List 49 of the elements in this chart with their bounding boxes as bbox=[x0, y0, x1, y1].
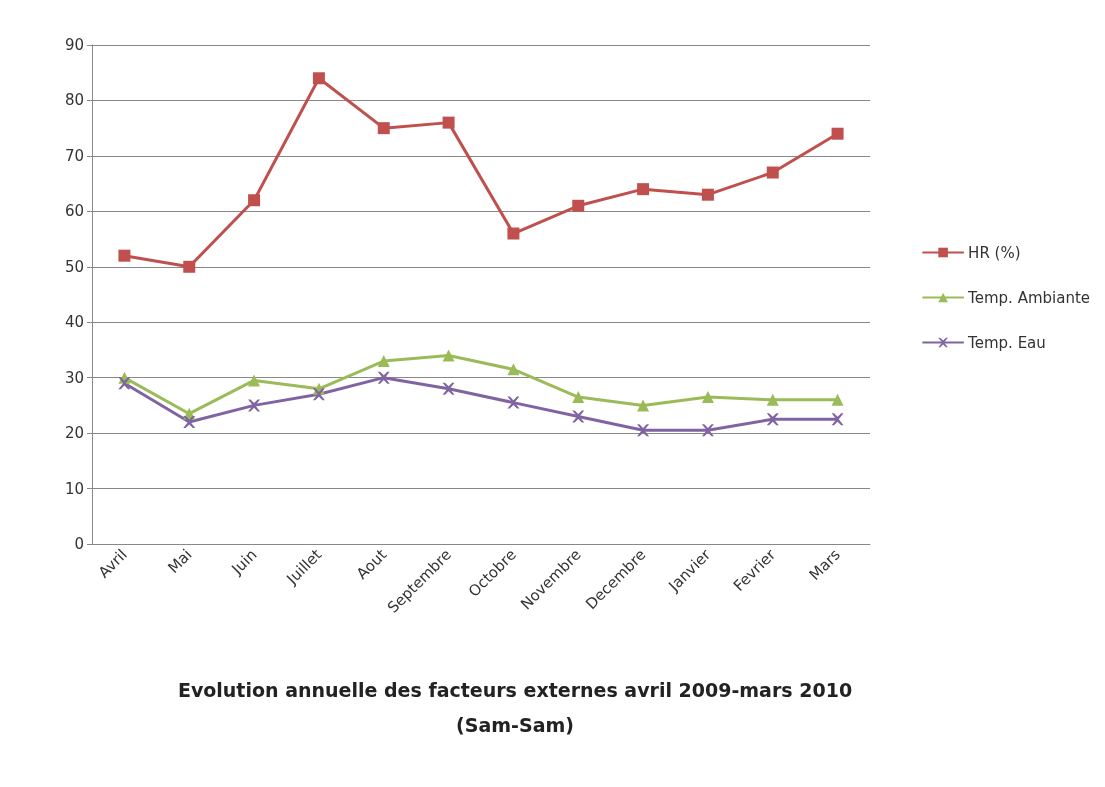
point bbox=[701, 424, 714, 437]
legend-label: HR (%) bbox=[968, 243, 1021, 262]
point bbox=[831, 413, 844, 426]
point bbox=[312, 388, 325, 401]
point bbox=[637, 399, 650, 412]
point bbox=[507, 396, 520, 409]
point bbox=[572, 199, 585, 212]
point bbox=[248, 399, 261, 412]
point bbox=[442, 382, 455, 395]
point bbox=[572, 410, 585, 423]
y-tick-label: 90 bbox=[64, 36, 84, 54]
point bbox=[831, 393, 844, 406]
point bbox=[183, 260, 196, 273]
point bbox=[183, 416, 196, 429]
point bbox=[637, 424, 650, 437]
point bbox=[248, 374, 261, 387]
y-tick-label: 70 bbox=[64, 146, 84, 165]
point bbox=[442, 116, 455, 129]
point bbox=[766, 393, 779, 406]
point bbox=[766, 413, 779, 426]
point bbox=[507, 227, 520, 240]
point bbox=[701, 391, 714, 404]
point bbox=[572, 391, 585, 404]
x-tick-label: Mai bbox=[164, 545, 196, 577]
point bbox=[507, 363, 520, 376]
legend-label: Temp. Ambiante bbox=[967, 288, 1091, 307]
point bbox=[312, 72, 325, 85]
point bbox=[637, 183, 650, 196]
point bbox=[701, 188, 714, 201]
point bbox=[248, 194, 261, 207]
y-tick-label: 30 bbox=[64, 368, 84, 387]
text: (Sam-Sam) bbox=[456, 713, 574, 736]
point bbox=[377, 122, 390, 135]
point bbox=[766, 166, 779, 179]
y-tick-label: 0 bbox=[74, 535, 84, 553]
y-tick-label: 60 bbox=[64, 202, 84, 221]
point bbox=[118, 377, 131, 390]
point bbox=[831, 127, 844, 140]
legend-label: Temp. Eau bbox=[967, 333, 1046, 352]
y-tick-label: 80 bbox=[64, 91, 84, 110]
point bbox=[377, 355, 390, 368]
point bbox=[118, 249, 131, 262]
point bbox=[377, 371, 390, 384]
y-tick-label: 10 bbox=[64, 479, 84, 498]
y-tick-label: 40 bbox=[64, 313, 84, 332]
y-tick-label: 20 bbox=[64, 424, 84, 443]
text: Evolution annuelle des facteurs externes avril 2009-mars 2010 bbox=[177, 678, 853, 701]
point bbox=[442, 349, 455, 362]
y-tick-label: 50 bbox=[64, 257, 84, 276]
